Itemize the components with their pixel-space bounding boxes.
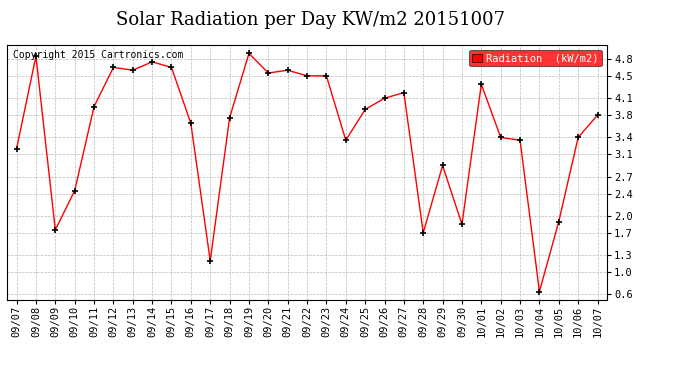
Legend: Radiation  (kW/m2): Radiation (kW/m2) [469,50,602,66]
Text: Solar Radiation per Day KW/m2 20151007: Solar Radiation per Day KW/m2 20151007 [116,11,505,29]
Text: Copyright 2015 Cartronics.com: Copyright 2015 Cartronics.com [13,50,184,60]
